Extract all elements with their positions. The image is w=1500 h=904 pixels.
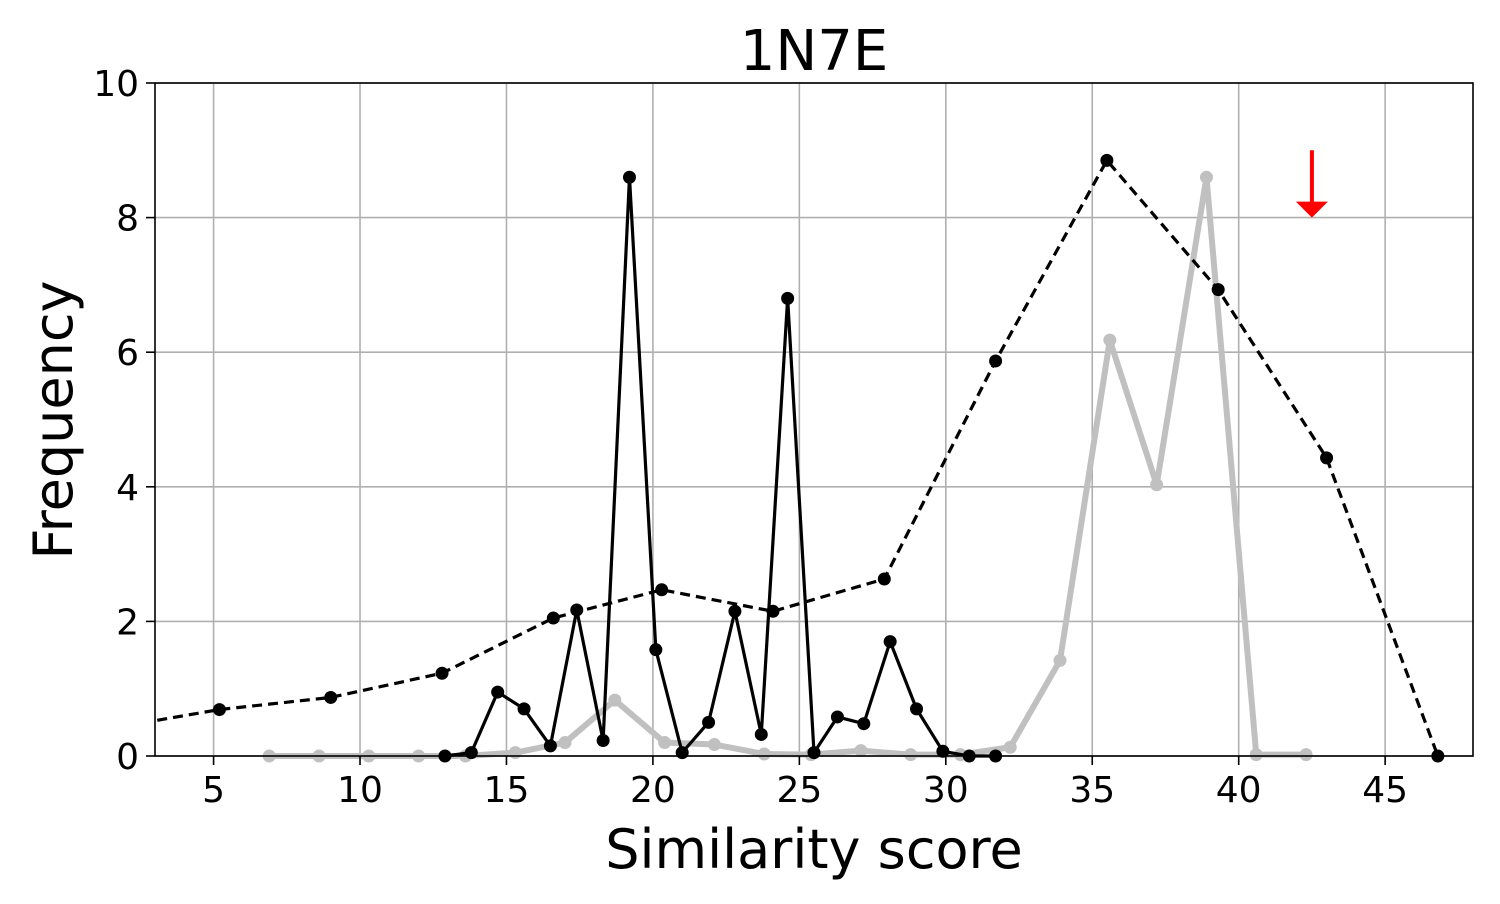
series-solid-point <box>830 710 844 724</box>
series-dashed-point <box>989 354 1003 368</box>
series-solid-point <box>910 702 924 716</box>
series-dashed-point <box>324 690 338 704</box>
series-gray-point <box>1103 333 1117 347</box>
series-gray-point <box>1199 170 1213 184</box>
y-tick-label: 8 <box>116 199 139 240</box>
series-gray-point <box>658 736 672 750</box>
y-tick-label: 10 <box>93 64 139 105</box>
x-tick-label: 20 <box>630 770 676 811</box>
x-tick-label: 45 <box>1362 770 1408 811</box>
series-solid-point <box>464 746 478 760</box>
series-gray-point <box>757 747 771 761</box>
series-solid-point <box>622 170 636 184</box>
y-tick-label: 2 <box>116 602 139 643</box>
y-tick-label: 4 <box>116 468 139 509</box>
x-tick-label: 5 <box>202 770 225 811</box>
series-solid-point <box>702 715 716 729</box>
series-solid-point <box>754 727 768 741</box>
series-dashed-point <box>877 572 891 586</box>
series-solid-point <box>936 744 950 758</box>
x-tick-label: 25 <box>776 770 822 811</box>
series-solid-point <box>570 603 584 617</box>
x-tick-label: 30 <box>923 770 969 811</box>
chart-title: 1N7E <box>740 19 889 84</box>
series-solid-point <box>491 685 505 699</box>
series-dashed-point <box>435 666 449 680</box>
series-solid-point <box>517 702 531 716</box>
series-dashed-point <box>1100 153 1114 167</box>
y-axis-label: Frequency <box>22 281 85 560</box>
series-dashed-point <box>1211 283 1225 297</box>
series-solid-point <box>649 643 663 657</box>
series-gray-point <box>1150 478 1164 492</box>
series-gray-point <box>1249 748 1263 762</box>
series-gray-point <box>508 746 522 760</box>
series-solid-point <box>857 717 871 731</box>
series-solid-point <box>807 746 821 760</box>
x-tick-label: 40 <box>1216 770 1262 811</box>
y-tick-label: 6 <box>116 333 139 374</box>
series-solid-point <box>883 635 897 649</box>
series-gray-point <box>707 738 721 752</box>
series-gray-point <box>608 693 622 707</box>
series-solid-point <box>596 734 610 748</box>
series-solid-point <box>675 746 689 760</box>
series-gray-point <box>558 736 572 750</box>
x-tick-label: 15 <box>484 770 530 811</box>
series-dashed-point <box>546 611 560 625</box>
x-axis-label: Similarity score <box>605 818 1023 881</box>
x-tick-label: 10 <box>337 770 383 811</box>
series-dashed-line <box>155 158 1440 757</box>
series-dashed-point <box>655 583 669 597</box>
series-solid-point <box>728 604 742 618</box>
y-tick-label: 0 <box>116 737 139 778</box>
series-dashed-point <box>1320 451 1334 465</box>
series-gray-point <box>1053 653 1067 667</box>
series-dashed-point <box>119 719 132 732</box>
arrow-head <box>1295 201 1328 218</box>
plot-frame <box>154 82 1474 757</box>
series-gray-line <box>269 174 1307 759</box>
series-gray-point <box>1003 740 1017 754</box>
series-solid-line <box>444 175 996 758</box>
series-gray-point <box>904 748 918 762</box>
series-dashed-point <box>212 703 226 717</box>
series-layer <box>119 153 1445 763</box>
series-gray-point <box>1299 748 1313 762</box>
annotation-layer <box>1295 150 1328 218</box>
series-gray-point <box>854 744 868 758</box>
series-solid-point <box>781 291 795 305</box>
x-tick-label: 35 <box>1069 770 1115 811</box>
grid-layer <box>155 82 1473 757</box>
ticks-layer: 5 10 15 20 25 30 35 40 45 0 2 4 6 8 10 <box>93 64 1408 811</box>
series-solid-point <box>543 739 557 753</box>
